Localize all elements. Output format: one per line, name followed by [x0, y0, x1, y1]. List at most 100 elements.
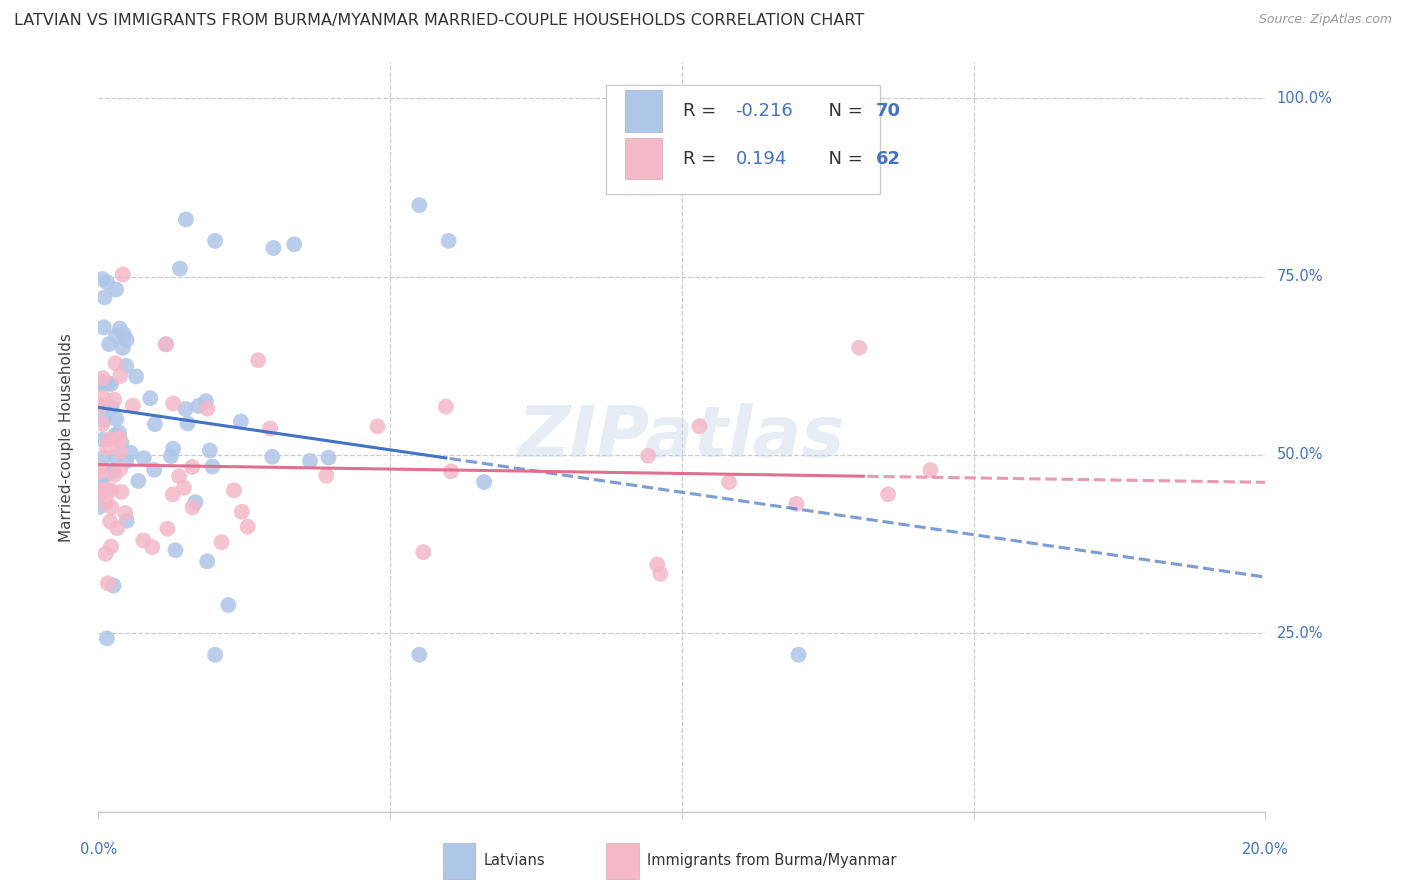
Point — [162, 396, 184, 410]
Point — [89, 377, 111, 392]
Point — [165, 543, 187, 558]
Point — [162, 487, 184, 501]
Text: -0.216: -0.216 — [735, 102, 793, 120]
Point — [437, 234, 460, 248]
Text: Source: ZipAtlas.com: Source: ZipAtlas.com — [1258, 13, 1392, 27]
Point — [98, 337, 121, 351]
Point — [211, 535, 233, 549]
Point — [408, 648, 430, 662]
Point — [100, 540, 122, 554]
Point — [647, 558, 669, 572]
Point — [115, 359, 138, 373]
Point — [173, 481, 195, 495]
Point — [110, 369, 132, 384]
Point — [262, 450, 284, 464]
Point — [217, 598, 239, 612]
Point — [110, 484, 132, 499]
Point — [103, 392, 125, 407]
Bar — [606, 85, 880, 194]
Point — [198, 443, 221, 458]
Point — [181, 460, 204, 475]
Point — [141, 540, 163, 554]
Point — [105, 412, 128, 426]
Point — [100, 376, 122, 391]
Point — [412, 545, 434, 559]
Point — [184, 495, 207, 509]
Point — [103, 464, 125, 478]
Text: LATVIAN VS IMMIGRANTS FROM BURMA/MYANMAR MARRIED-COUPLE HOUSEHOLDS CORRELATION C: LATVIAN VS IMMIGRANTS FROM BURMA/MYANMAR… — [14, 13, 865, 29]
Point — [93, 399, 115, 413]
Point — [201, 459, 224, 474]
Point — [105, 282, 128, 296]
Point — [139, 391, 162, 405]
Point — [318, 450, 340, 465]
Text: 50.0%: 50.0% — [1277, 448, 1323, 462]
Point — [920, 463, 942, 477]
Point — [155, 337, 177, 351]
Point — [104, 427, 127, 442]
Text: N =: N = — [817, 102, 869, 120]
Point — [93, 412, 115, 426]
Point — [91, 371, 114, 385]
Point — [688, 419, 710, 434]
Point — [132, 451, 155, 466]
Point — [299, 454, 322, 468]
Y-axis label: Married-couple Households: Married-couple Households — [59, 333, 75, 541]
Point — [247, 353, 270, 368]
Point — [181, 500, 204, 515]
Point — [204, 234, 226, 248]
Point — [114, 506, 136, 520]
Point — [204, 648, 226, 662]
Point — [108, 425, 131, 440]
Point — [222, 483, 245, 498]
Point — [100, 401, 122, 415]
Point — [111, 268, 134, 282]
Point — [104, 450, 127, 464]
Point — [229, 414, 252, 428]
Point — [93, 391, 115, 405]
Point — [787, 648, 810, 662]
Point — [91, 478, 114, 492]
Text: 0.194: 0.194 — [735, 150, 787, 168]
Point — [110, 444, 132, 458]
Point — [98, 466, 121, 480]
Point — [115, 514, 138, 528]
Point — [112, 327, 135, 342]
Point — [283, 237, 305, 252]
Point — [96, 376, 118, 390]
Point — [89, 463, 111, 477]
Point — [143, 417, 166, 431]
Point — [115, 333, 138, 347]
Point — [472, 475, 495, 489]
Point — [100, 483, 122, 498]
Text: 0.0%: 0.0% — [80, 842, 117, 857]
Point — [111, 341, 134, 355]
Point — [96, 495, 118, 509]
Point — [259, 421, 281, 435]
Point — [104, 329, 127, 343]
Point — [98, 433, 121, 447]
Point — [785, 497, 807, 511]
Point — [637, 449, 659, 463]
Point — [89, 465, 111, 479]
Point — [315, 468, 337, 483]
Point — [176, 417, 198, 431]
Point — [195, 554, 218, 568]
Point — [160, 449, 183, 463]
Point — [93, 450, 115, 465]
Point — [125, 369, 148, 384]
Bar — [624, 138, 662, 179]
Point — [89, 486, 111, 500]
Point — [98, 515, 121, 529]
Bar — [624, 90, 662, 132]
Point — [162, 442, 184, 456]
Point — [108, 321, 131, 335]
Point — [174, 212, 197, 227]
Text: ZIPatlas: ZIPatlas — [519, 402, 845, 472]
Point — [87, 500, 110, 514]
Point — [127, 474, 149, 488]
Point — [96, 441, 118, 455]
Text: 75.0%: 75.0% — [1277, 269, 1323, 284]
Point — [97, 576, 120, 591]
Point — [89, 475, 111, 489]
